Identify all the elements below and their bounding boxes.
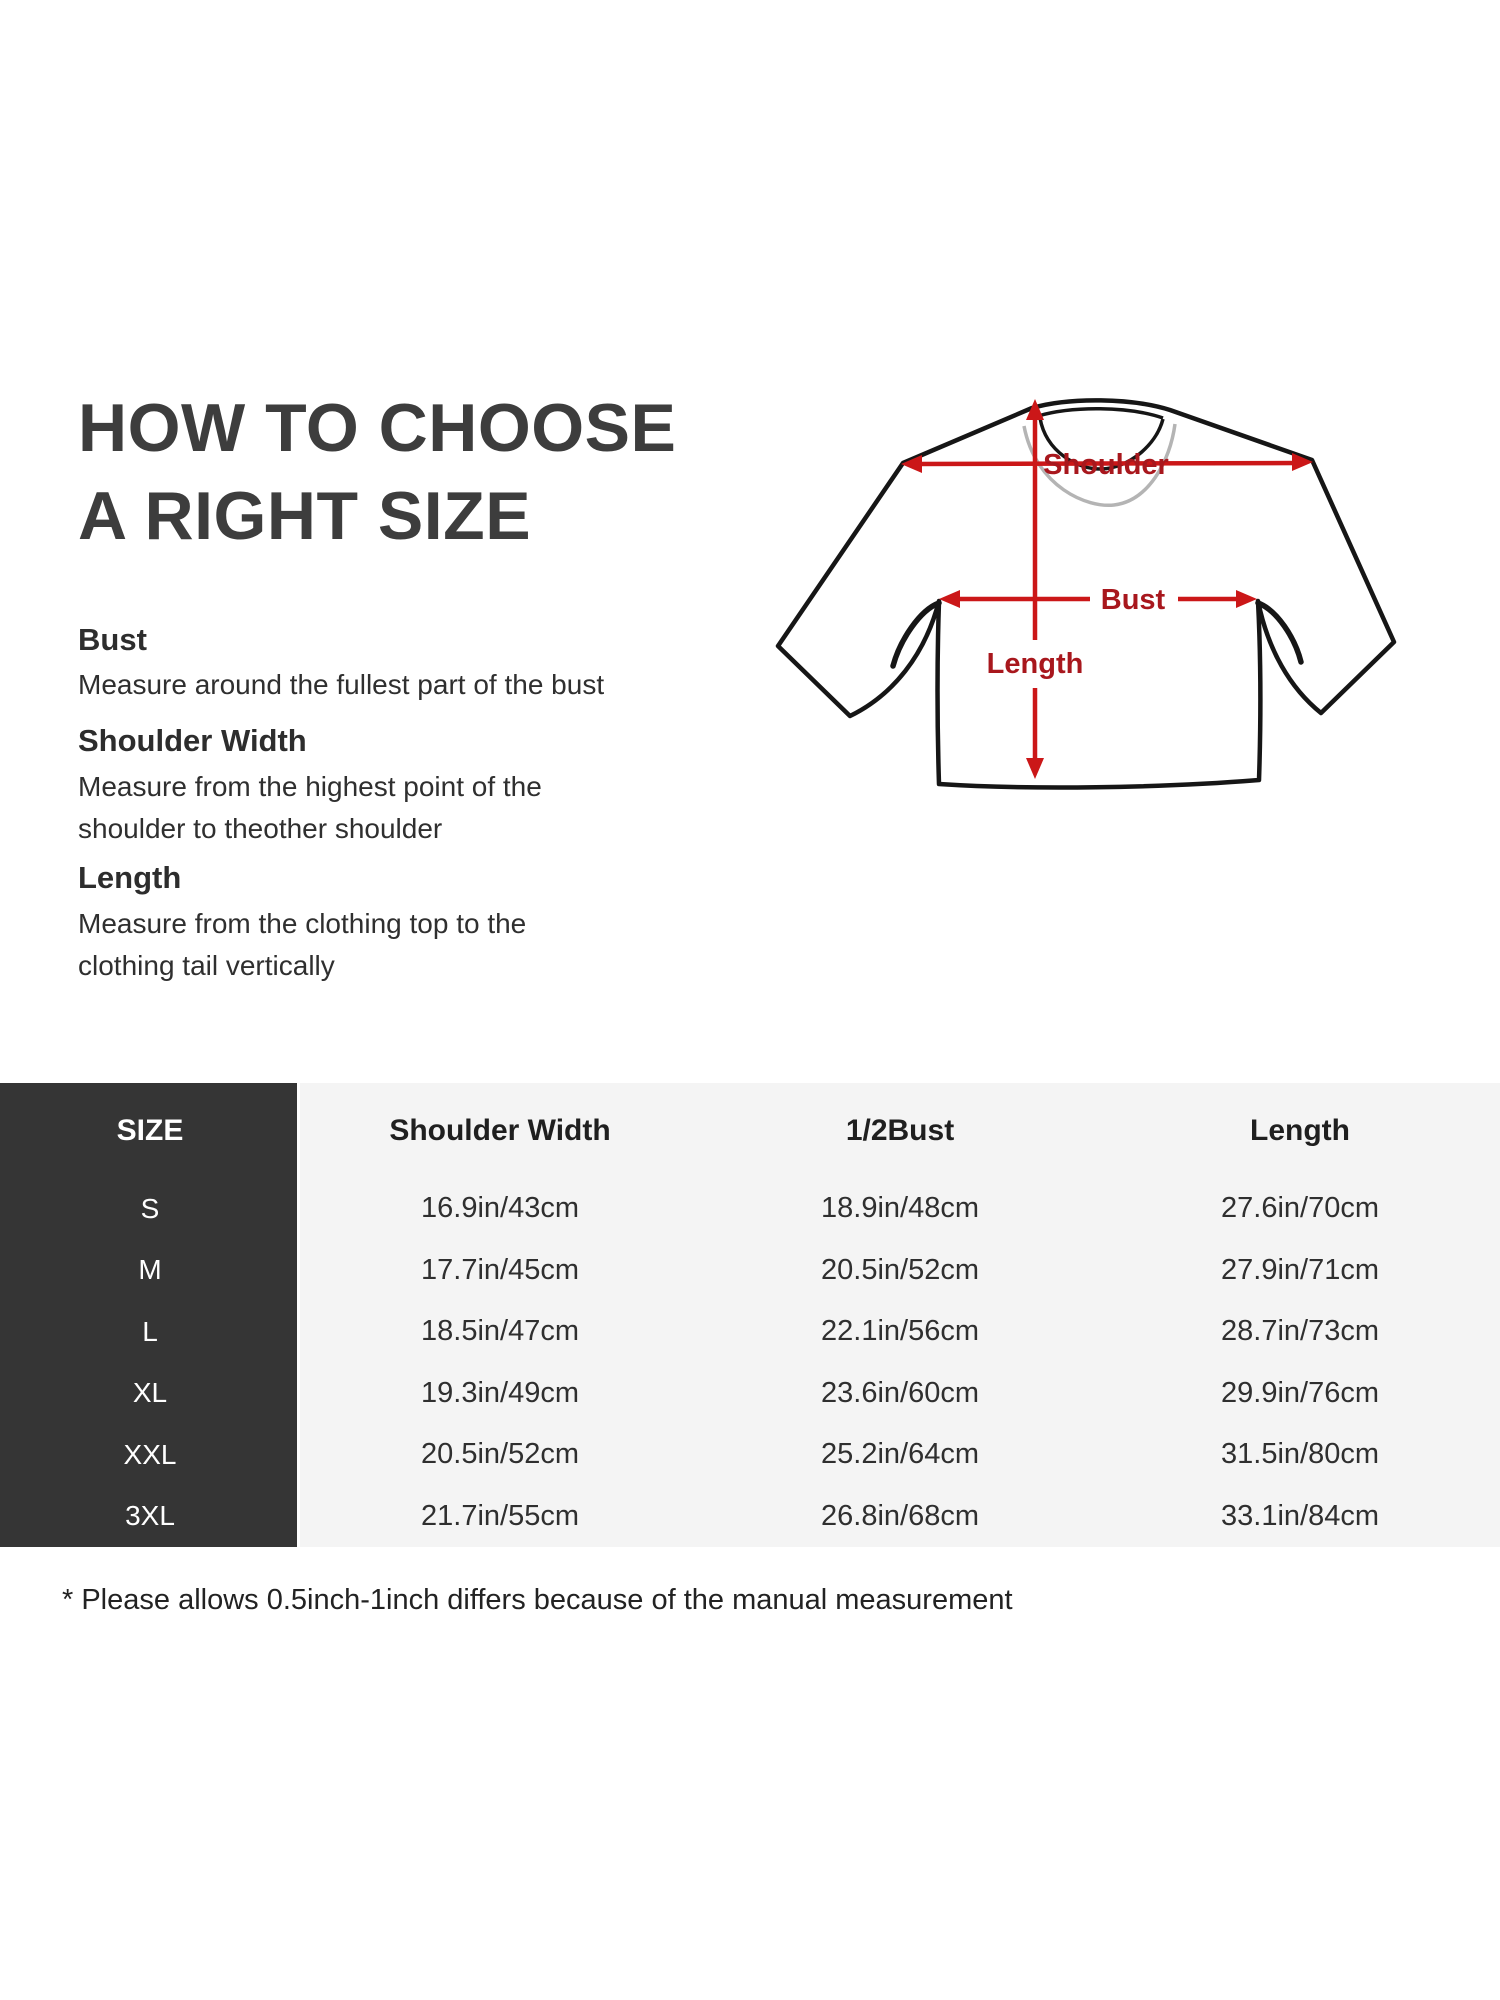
cell-shoulder: 19.3in/49cm (421, 1376, 579, 1409)
cell-size: M (138, 1254, 162, 1286)
collar-shadow (1022, 423, 1177, 508)
length-arrow-up (1026, 399, 1044, 420)
tshirt-measurement-diagram: Shoulder Bust Length (600, 280, 1420, 820)
cell-shoulder: 20.5in/52cm (421, 1438, 579, 1471)
cell-length: 27.9in/71cm (1221, 1253, 1379, 1286)
header-shoulder-width: Shoulder Width (389, 1113, 611, 1147)
cell-bust: 20.5in/52cm (821, 1253, 979, 1286)
shoulder-arrow-left (901, 455, 922, 473)
cell-bust: 25.2in/64cm (821, 1438, 979, 1471)
cell-bust: 23.6in/60cm (821, 1376, 979, 1409)
measurement-disclaimer: * Please allows 0.5inch-1inch differs be… (62, 1584, 1013, 1616)
shoulder-arrow-right (1292, 453, 1313, 471)
section-heading-shoulder-width: Shoulder Width (78, 723, 307, 758)
size-column-background (0, 1083, 297, 1547)
size-table: SIZE Shoulder Width 1/2Bust Length S 16.… (0, 1083, 1500, 1547)
page-title-line1: HOW TO CHOOSE (78, 390, 677, 466)
cell-shoulder: 21.7in/55cm (421, 1499, 579, 1532)
cell-size: XXL (123, 1438, 177, 1470)
cell-bust: 18.9in/48cm (821, 1192, 979, 1225)
page-title-line2: A RIGHT SIZE (78, 478, 532, 554)
cell-length: 28.7in/73cm (1221, 1315, 1379, 1348)
cell-bust: 22.1in/56cm (821, 1315, 979, 1348)
cell-size: S (140, 1192, 160, 1224)
cell-shoulder: 18.5in/47cm (421, 1315, 579, 1348)
shoulder-measure-line (913, 460, 1301, 467)
tshirt-diagram-svg: Shoulder Bust Length (775, 398, 1397, 790)
size-table-grid: SIZE Shoulder Width 1/2Bust Length S 16.… (0, 1083, 1500, 1547)
cell-length: 31.5in/80cm (1221, 1438, 1379, 1471)
bust-arrow-left (939, 590, 960, 608)
length-measure-label: Length (987, 648, 1084, 680)
collar-neck-opening (1038, 417, 1165, 471)
cell-shoulder: 17.7in/45cm (421, 1253, 579, 1286)
cell-size: 3XL (125, 1500, 175, 1532)
cell-shoulder: 16.9in/43cm (421, 1192, 579, 1225)
section-desc-length: Measure from the clothing top to the clo… (78, 908, 527, 981)
page-title: HOW TO CHOOSE A RIGHT SIZE (78, 384, 718, 560)
cell-bust: 26.8in/68cm (821, 1499, 979, 1532)
length-arrow-down (1026, 758, 1044, 779)
cell-size: L (142, 1315, 158, 1347)
right-armpit-crease (1255, 600, 1304, 665)
cell-size: XL (132, 1377, 168, 1409)
table-background (300, 1083, 1500, 1547)
left-armpit-crease (890, 600, 942, 669)
cell-length: 27.6in/70cm (1221, 1192, 1379, 1225)
section-heading-length: Length (78, 860, 182, 895)
collar-band-line (1037, 407, 1164, 420)
section-heading-bust: Bust (78, 622, 147, 657)
header-length: Length (1250, 1113, 1350, 1147)
section-desc-bust: Measure around the fullest part of the b… (78, 669, 605, 700)
cell-length: 33.1in/84cm (1221, 1499, 1379, 1532)
header-half-bust: 1/2Bust (845, 1113, 955, 1147)
section-desc-shoulder-width: Measure from the highest point of the sh… (78, 771, 542, 844)
bust-arrow-right (1236, 590, 1257, 608)
header-size: SIZE (116, 1113, 184, 1147)
shoulder-measure-label: Shoulder (1043, 449, 1169, 481)
cell-length: 29.9in/76cm (1221, 1376, 1379, 1409)
bust-measure-label: Bust (1101, 584, 1166, 616)
